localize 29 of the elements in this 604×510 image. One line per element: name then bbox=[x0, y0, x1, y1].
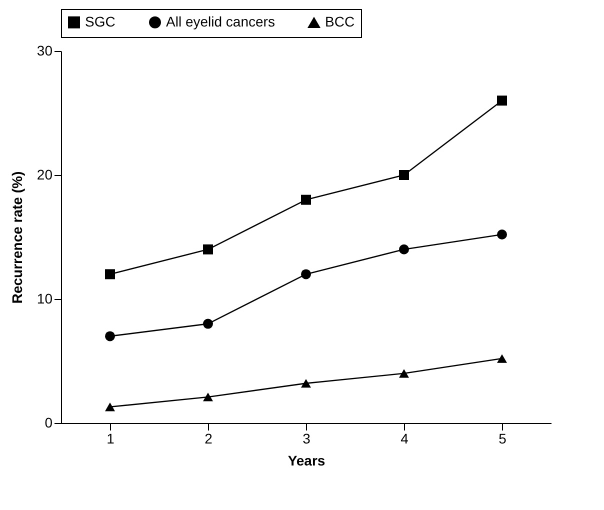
y-axis-title: Recurrence rate (%) bbox=[8, 171, 25, 304]
point bbox=[105, 269, 115, 280]
x-tick-label: 2 bbox=[204, 430, 213, 446]
point bbox=[497, 230, 507, 240]
point bbox=[497, 354, 507, 363]
x-tick-label: 4 bbox=[400, 430, 409, 446]
legend-label: BCC bbox=[325, 14, 355, 30]
point bbox=[301, 378, 311, 388]
point bbox=[399, 244, 409, 254]
legend-label: All eyelid cancers bbox=[166, 13, 275, 30]
x-axis-title: Years bbox=[288, 452, 326, 468]
point bbox=[301, 269, 311, 280]
point bbox=[301, 194, 311, 205]
y-tick-label: 10 bbox=[36, 290, 53, 306]
legend-label: SGC bbox=[85, 13, 116, 30]
y-tick-label: 30 bbox=[36, 42, 53, 58]
x-tick-label: 1 bbox=[106, 430, 115, 446]
y-tick-label: 20 bbox=[36, 166, 53, 182]
y-tick-label: 0 bbox=[44, 414, 53, 430]
point bbox=[203, 392, 213, 402]
point bbox=[203, 244, 213, 254]
point bbox=[399, 170, 409, 180]
point bbox=[105, 331, 115, 342]
point bbox=[203, 318, 213, 329]
x-tick-label: 5 bbox=[498, 430, 507, 446]
point bbox=[497, 96, 507, 106]
point bbox=[105, 402, 115, 412]
point bbox=[399, 369, 409, 378]
x-tick-label: 3 bbox=[302, 430, 311, 446]
